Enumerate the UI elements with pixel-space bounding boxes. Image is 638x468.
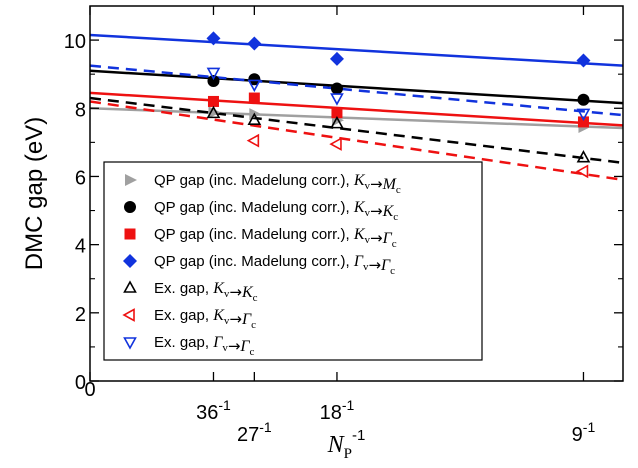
- data-point-qp-gap-inc-madelung-corr-k-v-k-c: [577, 93, 590, 106]
- y-tick-label: 0: [75, 372, 86, 394]
- data-point-qp-gap-inc-madelung-corr-k-v-c: [207, 95, 219, 107]
- y-axis-label: DMC gap (eV): [21, 117, 48, 270]
- fit-line-qp-gap-inc-madelung-corr-k-v-c: [90, 91, 623, 127]
- legend-marker-ex-gap-v-c: [123, 337, 137, 350]
- data-point-qp-gap-inc-madelung-corr-k-v-k-c: [248, 73, 261, 86]
- legend-marker-qp-gap-inc-madelung-corr-k-v-c: [124, 228, 136, 240]
- legend: QP gap (inc. Madelung corr.), Kv→Mc QP ga…: [103, 161, 483, 361]
- data-point-ex-gap-v-c: [247, 79, 262, 93]
- legend-label: QP gap (inc. Madelung corr.), Γv→Γc: [154, 253, 395, 277]
- data-point-ex-gap-k-v-c: [329, 137, 342, 151]
- legend-marker-ex-gap-k-v-c: [122, 308, 135, 322]
- data-point-ex-gap-v-c: [206, 67, 221, 81]
- axes: [89, 5, 624, 382]
- plot-frame: [89, 5, 624, 382]
- data-point-qp-gap-inc-madelung-corr-k-v-c: [577, 116, 589, 128]
- y-tick-label: 6: [75, 167, 86, 189]
- fit-line-qp-gap-inc-madelung-corr-v-c: [90, 33, 623, 67]
- legend-entry-ex-gap-v-c: Ex. gap, Γv→Γc: [123, 334, 255, 358]
- x-tick-label: 36-1: [196, 397, 231, 424]
- x-tick-label: 27-1: [237, 419, 272, 446]
- legend-label: Ex. gap, Kv→Kc: [154, 280, 258, 304]
- data-point-ex-gap-k-v-k-c: [576, 150, 591, 163]
- x-tick-label: 0: [84, 379, 95, 401]
- data-point-ex-gap-k-v-k-c: [330, 115, 344, 129]
- data-point-ex-gap-k-v-c: [575, 164, 589, 179]
- data-point-ex-gap-v-c: [330, 93, 344, 106]
- data-point-qp-gap-inc-madelung-corr-v-c: [329, 51, 344, 66]
- x-tick-label: 9-1: [572, 419, 596, 446]
- legend-entry-ex-gap-k-v-c: Ex. gap, Kv→Γc: [122, 307, 256, 331]
- y-tick-label: 4: [75, 236, 86, 258]
- data-point-qp-gap-inc-madelung-corr-k-v-k-c: [207, 75, 220, 87]
- fit-line-qp-gap-inc-madelung-corr-k-v-k-c: [90, 69, 623, 105]
- legend-box: [103, 161, 483, 361]
- legend-entry-qp-gap-inc-madelung-corr-k-v-m-c: QP gap (inc. Madelung corr.), Kv→Mc: [125, 172, 401, 196]
- legend-label: QP gap (inc. Madelung corr.), Kv→Mc: [154, 172, 401, 196]
- x-axis-label: NP-1: [327, 427, 366, 462]
- legend-label: Ex. gap, Γv→Γc: [154, 334, 255, 358]
- fit-lines: [90, 33, 623, 182]
- y-tick-label: 10: [64, 31, 86, 53]
- x-tick-label: 18-1: [320, 397, 355, 424]
- legend-entry-qp-gap-inc-madelung-corr-k-v-k-c: QP gap (inc. Madelung corr.), Kv→Kc: [124, 199, 398, 223]
- tick-labels: 0 2 4 6 8 10 0 36-127-1 18-1 9-1: [64, 31, 596, 446]
- data-point-ex-gap-k-v-c: [246, 133, 260, 148]
- data-point-ex-gap-k-v-k-c: [206, 105, 221, 119]
- y-tick-label: 2: [75, 304, 86, 326]
- y-tick-label: 8: [75, 99, 86, 121]
- data-point-qp-gap-inc-madelung-corr-k-v-k-c: [330, 82, 343, 95]
- legend-label: QP gap (inc. Madelung corr.), Kv→Kc: [154, 199, 398, 223]
- data-markers: [206, 31, 591, 179]
- data-point-qp-gap-inc-madelung-corr-v-c: [576, 53, 591, 68]
- data-point-qp-gap-inc-madelung-corr-k-v-c: [248, 92, 260, 104]
- data-point-qp-gap-inc-madelung-corr-k-v-c: [331, 107, 343, 119]
- data-point-ex-gap-k-v-k-c: [247, 112, 262, 126]
- data-point-qp-gap-inc-madelung-corr-v-c: [206, 31, 221, 46]
- legend-entry-qp-gap-inc-madelung-corr-v-c: QP gap (inc. Madelung corr.), Γv→Γc: [123, 253, 395, 277]
- legend-entry-ex-gap-k-v-k-c: Ex. gap, Kv→Kc: [123, 280, 258, 304]
- legend-marker-qp-gap-inc-madelung-corr-k-v-m-c: [125, 174, 137, 186]
- legend-label: Ex. gap, Kv→Γc: [154, 307, 256, 331]
- legend-marker-qp-gap-inc-madelung-corr-v-c: [123, 254, 137, 268]
- fit-line-qp-gap-inc-madelung-corr-k-v-m-c: [90, 107, 623, 130]
- data-point-ex-gap-v-c: [576, 108, 591, 122]
- legend-label: QP gap (inc. Madelung corr.), Kv→Γc: [154, 226, 397, 250]
- data-point-qp-gap-inc-madelung-corr-v-c: [247, 36, 262, 51]
- legend-marker-qp-gap-inc-madelung-corr-k-v-k-c: [124, 201, 136, 213]
- legend-marker-ex-gap-k-v-k-c: [123, 280, 137, 293]
- legend-entry-qp-gap-inc-madelung-corr-k-v-c: QP gap (inc. Madelung corr.), Kv→Γc: [124, 226, 397, 250]
